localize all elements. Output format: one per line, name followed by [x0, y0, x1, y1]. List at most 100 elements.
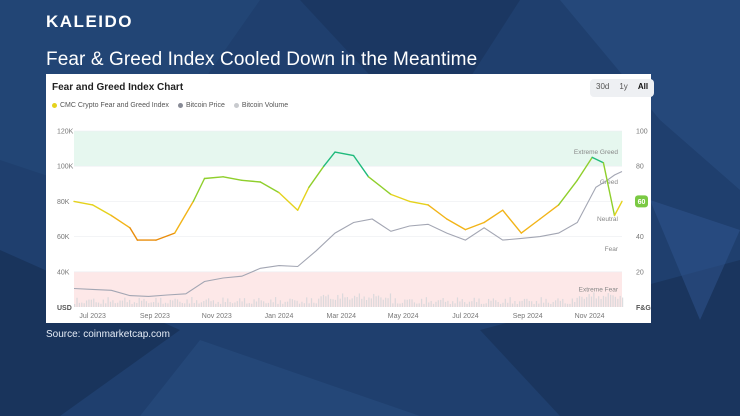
- volume-bar: [141, 300, 143, 307]
- y-left-tick-label: 100K: [57, 164, 74, 171]
- volume-bar: [318, 298, 320, 307]
- volume-bar: [267, 302, 270, 307]
- volume-bar: [499, 303, 502, 307]
- volume-bar: [301, 301, 303, 307]
- volume-bar: [155, 297, 157, 307]
- volume-bar: [275, 297, 277, 307]
- volume-bar: [184, 303, 186, 307]
- x-tick-label: Jul 2024: [452, 313, 479, 320]
- volume-bar: [557, 298, 559, 307]
- volume-bar: [114, 303, 116, 307]
- legend-item-index[interactable]: CMC Crypto Fear and Greed Index: [52, 102, 169, 109]
- volume-bar: [188, 303, 191, 307]
- volume-bar: [76, 297, 78, 307]
- fear-greed-index-segment: [576, 156, 593, 182]
- volume-bar: [483, 303, 485, 307]
- volume-bar: [552, 301, 554, 307]
- volume-bar: [468, 301, 471, 307]
- legend-label-volume: Bitcoin Volume: [241, 102, 289, 109]
- legend-item-price[interactable]: Bitcoin Price: [177, 102, 225, 109]
- fear-greed-index-segment: [408, 200, 429, 206]
- fear-greed-index-segment: [173, 200, 195, 234]
- volume-bar: [306, 297, 308, 307]
- range-button-30d[interactable]: 30d: [596, 82, 610, 91]
- volume-bar: [217, 301, 219, 307]
- volume-bar: [90, 299, 92, 307]
- volume-bar: [85, 300, 88, 307]
- volume-bar: [81, 302, 83, 307]
- volume-bar: [229, 301, 231, 307]
- current-index-badge: [635, 195, 648, 208]
- volume-bar: [610, 294, 612, 307]
- volume-bar: [521, 300, 523, 307]
- volume-bar: [203, 300, 205, 307]
- volume-bar: [239, 298, 241, 307]
- volume-bar: [186, 299, 188, 307]
- volume-bar: [222, 297, 224, 307]
- current-index-value: 60: [638, 199, 646, 206]
- volume-bar: [131, 303, 133, 307]
- volume-bar: [459, 301, 461, 307]
- fear-greed-index-segment: [203, 176, 224, 180]
- legend-item-volume[interactable]: Bitcoin Volume: [233, 102, 289, 109]
- volume-bar: [425, 297, 427, 307]
- fear-greed-index-segment: [464, 221, 485, 231]
- bitcoin-price-line: [73, 171, 623, 297]
- volume-bar: [145, 301, 147, 307]
- volume-bar: [289, 298, 291, 307]
- legend-dot-price: [177, 103, 183, 108]
- fear-greed-chart: 120K 100K 80K 60K 40K USD 100 80 60 40 20 F&G Jul 20…: [57, 129, 651, 321]
- x-tick-label: Nov 2023: [202, 313, 232, 320]
- volume-bar: [523, 298, 526, 307]
- volume-bar: [399, 303, 401, 307]
- x-tick-label: Sep 2024: [513, 313, 543, 320]
- volume-bar: [157, 302, 159, 307]
- x-tick-label: Sep 2023: [140, 313, 170, 320]
- volume-bar: [88, 299, 90, 307]
- volume-bar: [133, 302, 136, 307]
- range-toggle: 30d 1y All: [590, 79, 655, 97]
- legend-dot-index: [52, 103, 57, 108]
- volume-bar: [420, 298, 423, 307]
- volume-bar: [409, 299, 411, 307]
- volume-bar: [559, 300, 561, 307]
- y-left-tick-label: 120K: [57, 129, 74, 136]
- volume-bar: [353, 295, 356, 307]
- fear-greed-index-segment: [427, 204, 448, 220]
- volume-bar: [519, 301, 521, 307]
- volume-bar: [449, 303, 451, 307]
- range-button-all[interactable]: All: [637, 82, 649, 91]
- volume-bar: [179, 301, 181, 307]
- fear-greed-index-segment: [446, 218, 467, 231]
- volume-bar: [554, 300, 557, 307]
- volume-bar: [196, 300, 198, 307]
- greed-band: [74, 131, 622, 167]
- volume-bar: [478, 298, 480, 307]
- volume-bar: [344, 297, 346, 307]
- range-button-1y[interactable]: 1y: [619, 82, 628, 91]
- volume-bar: [490, 300, 492, 307]
- volume-bar: [234, 302, 236, 307]
- volume-bar: [502, 302, 504, 307]
- volume-bar: [578, 296, 581, 307]
- slide-title: Fear & Greed Index Cooled Down in the Me…: [46, 49, 478, 70]
- fear-greed-index-segment: [222, 176, 243, 182]
- fear-greed-index-segment: [192, 177, 206, 203]
- volume-bar: [607, 293, 609, 307]
- volume-bar: [107, 297, 109, 307]
- fear-greed-index-segment: [557, 179, 578, 206]
- volume-bar: [117, 302, 119, 307]
- volume-bar: [339, 298, 341, 307]
- volume-bar: [265, 303, 267, 307]
- fear-greed-index-segment: [502, 209, 522, 234]
- fear-greed-index-segment: [352, 154, 370, 178]
- volume-bar: [509, 297, 511, 307]
- volume-bar: [531, 301, 533, 307]
- volume-bar: [411, 299, 413, 307]
- volume-bar: [291, 299, 293, 307]
- volume-bar: [598, 296, 600, 307]
- volume-bar: [325, 296, 327, 307]
- volume-bar: [174, 298, 176, 307]
- volume-bar: [136, 303, 138, 307]
- volume-bar: [124, 297, 126, 307]
